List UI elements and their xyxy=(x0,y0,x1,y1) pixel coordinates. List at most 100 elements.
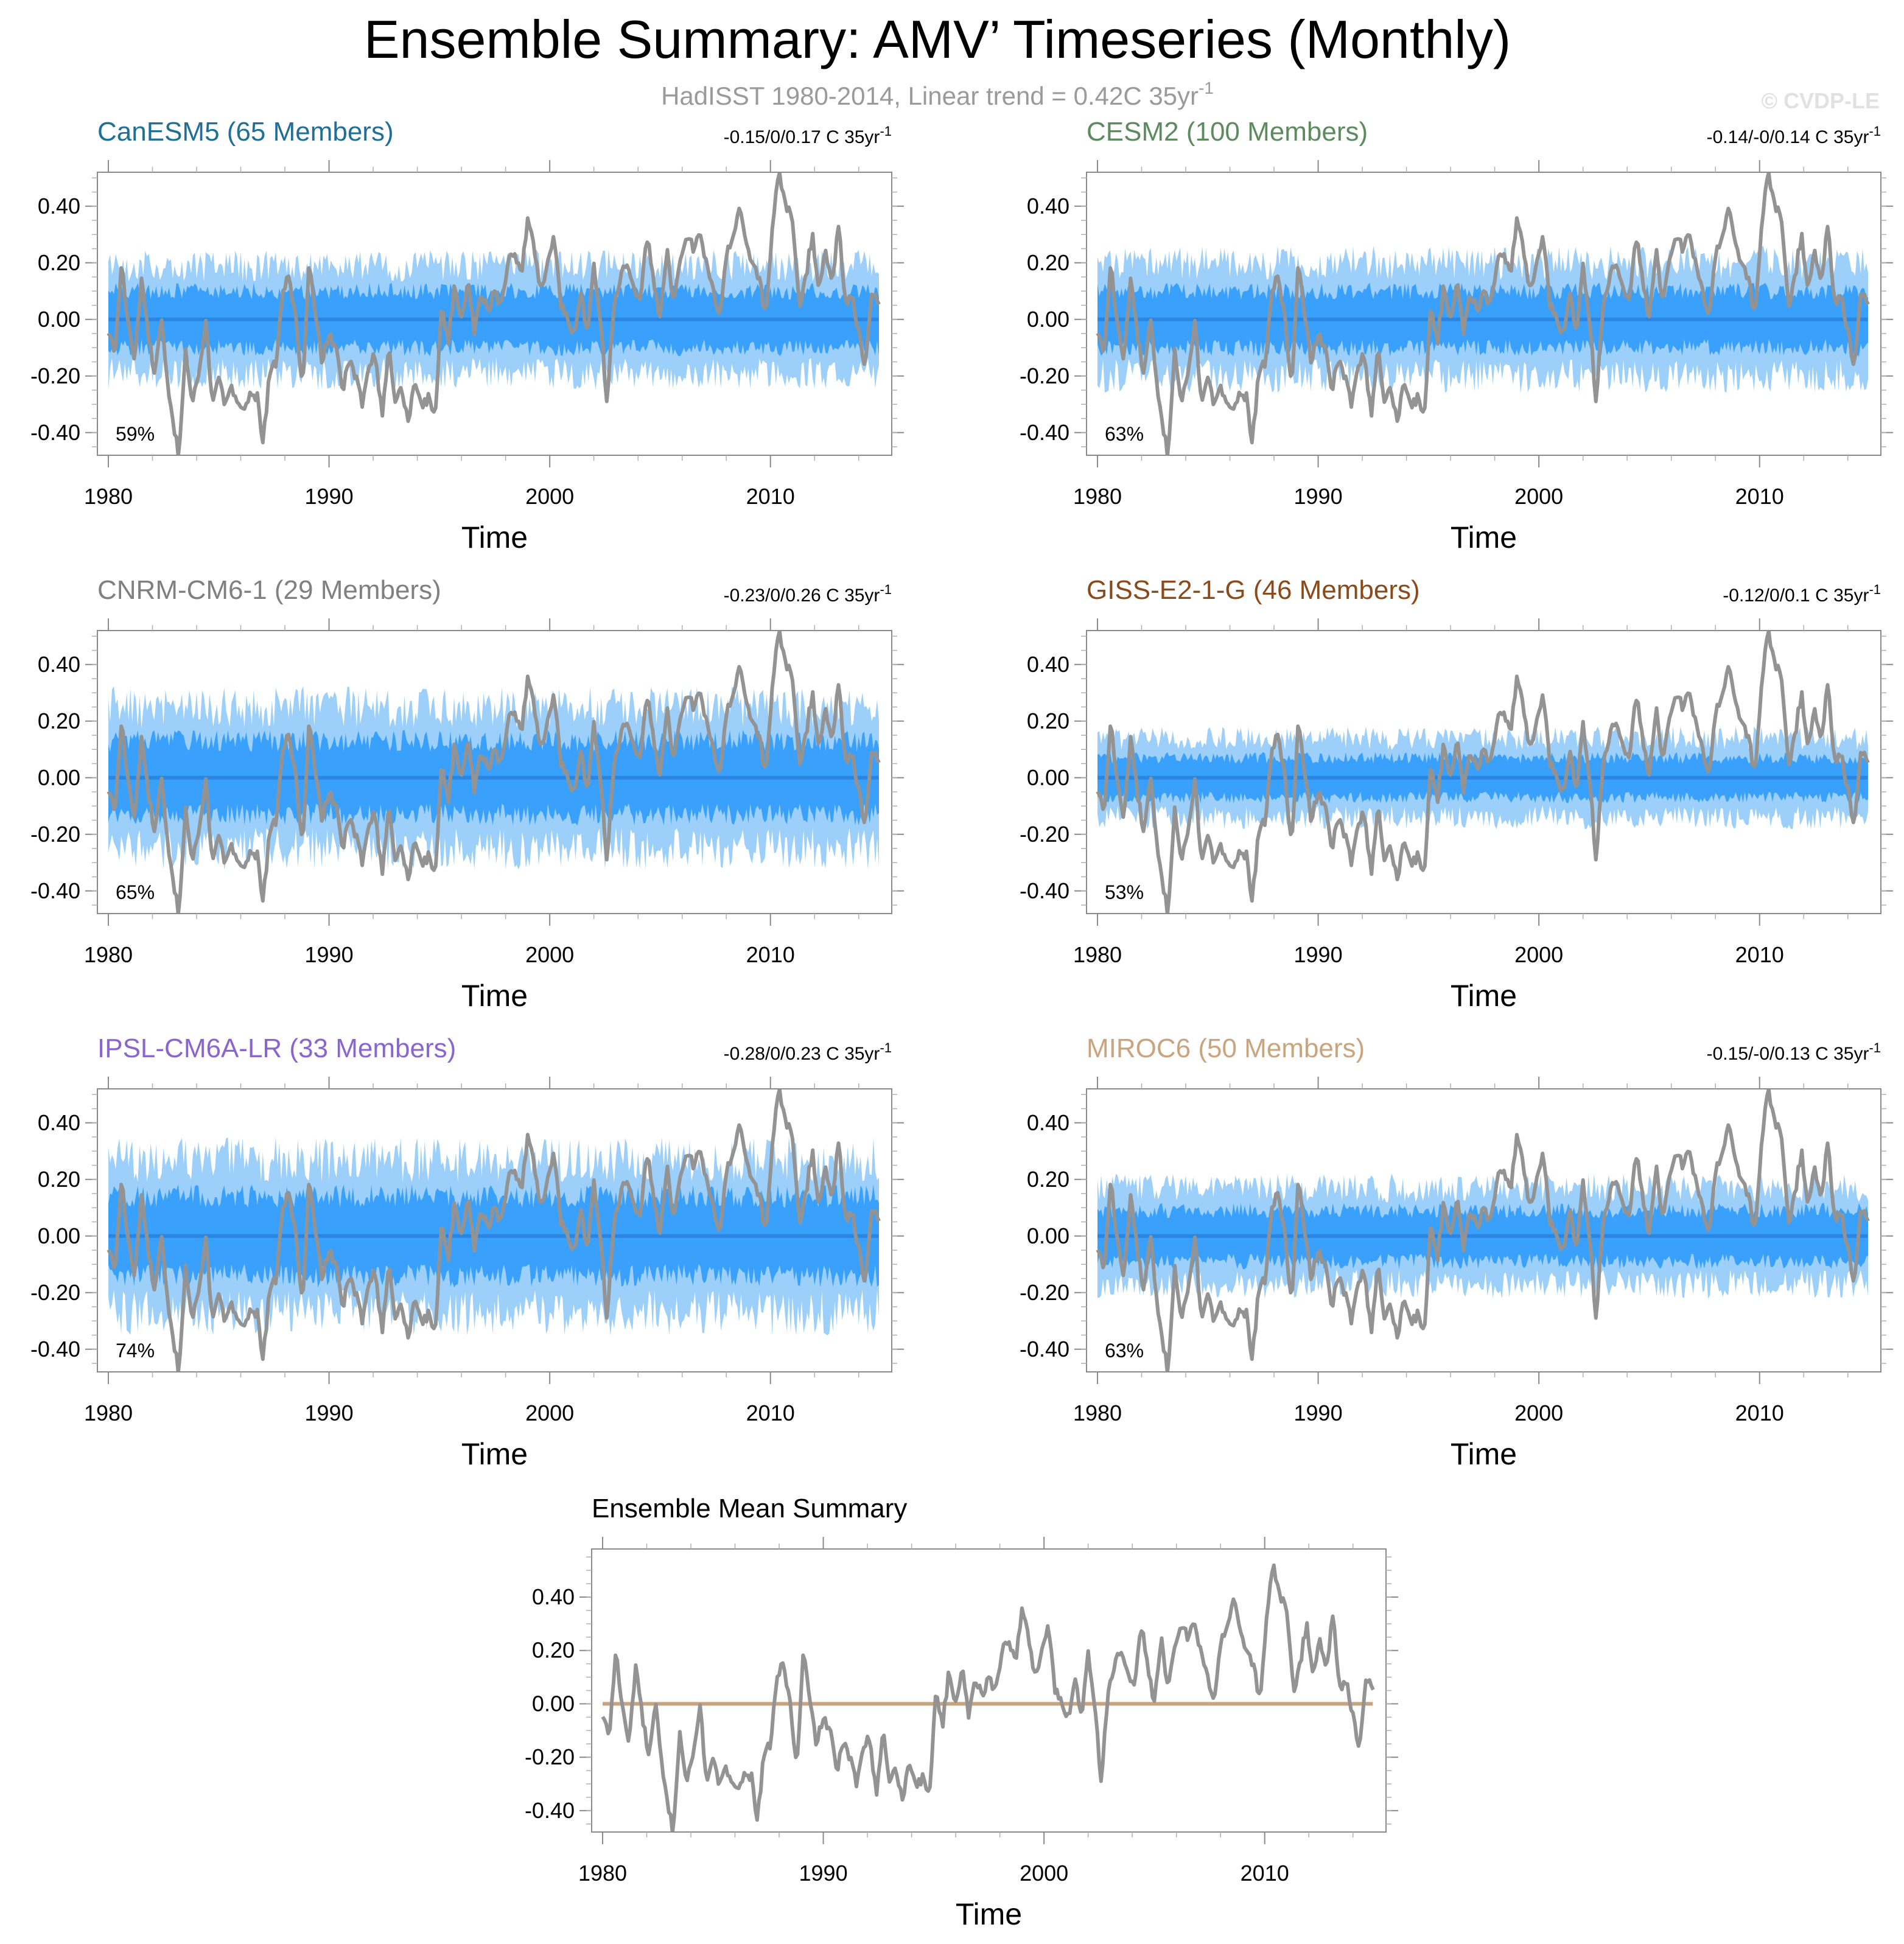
trend-superscript: -1 xyxy=(880,582,892,597)
x-tick-label: 2000 xyxy=(1514,1400,1563,1425)
y-tick-label: 0.20 xyxy=(38,250,80,275)
y-tick-label: -0.40 xyxy=(30,1337,80,1362)
y-tick-label: 0.20 xyxy=(1027,708,1069,733)
plot-frame xyxy=(1086,172,1881,456)
y-tick-label: -0.20 xyxy=(525,1744,575,1769)
percent-label: 65% xyxy=(116,881,155,903)
panel-title: IPSL-CM6A-LR (33 Members) xyxy=(97,1033,456,1063)
x-tick-label: 1990 xyxy=(305,1400,354,1425)
chart-panel-7: Ensemble Mean Summary 0.40 0.20 0.00 -0.20 -0… xyxy=(525,1494,1398,1931)
panel-title: Ensemble Mean Summary xyxy=(592,1494,907,1523)
x-tick-label: 1980 xyxy=(84,484,133,509)
x-tick-label: 1980 xyxy=(84,942,133,967)
trend-superscript: -1 xyxy=(880,1040,892,1055)
chart-panel-4: GISS-E2-1-G (46 Members) -0.12/0/0.1 C 35… xyxy=(1020,575,1893,1013)
percent-label: 74% xyxy=(116,1340,155,1362)
x-tick-label: 1980 xyxy=(578,1861,627,1886)
y-tick-label: -0.40 xyxy=(525,1798,575,1823)
trend-text: -0.23/0/0.26 C 35yr xyxy=(724,586,880,606)
x-axis-title: Time xyxy=(461,979,528,1013)
x-axis-title: Time xyxy=(1451,1437,1517,1471)
observed-line xyxy=(1096,631,1870,914)
x-tick-label: 2010 xyxy=(1241,1861,1289,1886)
plot-area xyxy=(601,1563,1375,1832)
x-tick-label: 1980 xyxy=(1073,942,1122,967)
percent-label: 63% xyxy=(1105,423,1144,445)
y-tick-label: -0.20 xyxy=(30,822,80,847)
credit-watermark: © CVDP-LE xyxy=(1761,88,1880,113)
observed-line xyxy=(1096,1089,1870,1372)
x-tick-label: 2000 xyxy=(1514,942,1563,967)
plot-frame xyxy=(591,1548,1387,1833)
x-axis-title: Time xyxy=(461,520,528,554)
x-tick-label: 1990 xyxy=(1294,942,1343,967)
panel-title: CESM2 (100 Members) xyxy=(1087,117,1368,147)
panel-title: CNRM-CM6-1 (29 Members) xyxy=(97,575,441,605)
trend-superscript: -1 xyxy=(1869,1040,1881,1055)
panel-title: CanESM5 (65 Members) xyxy=(97,117,394,147)
x-tick-label: 1980 xyxy=(1073,1400,1122,1425)
y-tick-label: 0.40 xyxy=(38,1110,80,1135)
y-tick-label: 0.00 xyxy=(38,1223,80,1248)
y-tick-label: 0.20 xyxy=(1027,1167,1069,1192)
panel-title: GISS-E2-1-G (46 Members) xyxy=(1087,575,1420,605)
trend-label: -0.15/0/0.17 C 35yr-1 xyxy=(724,124,892,147)
y-tick-label: -0.40 xyxy=(30,420,80,445)
x-tick-label: 2000 xyxy=(525,484,574,509)
y-tick-label: -0.20 xyxy=(1020,1280,1069,1305)
x-tick-label: 2010 xyxy=(1735,1400,1784,1425)
trend-label: -0.23/0/0.26 C 35yr-1 xyxy=(724,582,892,606)
y-tick-label: 0.40 xyxy=(1027,1110,1069,1135)
y-tick-label: 0.00 xyxy=(38,307,80,332)
observed-line xyxy=(1096,172,1870,455)
observed-line xyxy=(107,172,881,455)
y-tick-label: 0.20 xyxy=(532,1638,575,1663)
trend-superscript: -1 xyxy=(880,124,892,139)
percent-label: 63% xyxy=(1105,1340,1144,1362)
y-tick-label: 0.40 xyxy=(38,652,80,677)
y-tick-label: -0.40 xyxy=(1020,1337,1069,1362)
plot-area xyxy=(1096,1089,1870,1372)
x-tick-label: 2010 xyxy=(746,1400,795,1425)
observed-line xyxy=(601,1563,1375,1832)
plot-area xyxy=(107,172,881,455)
y-tick-label: -0.40 xyxy=(30,878,80,903)
x-tick-label: 1980 xyxy=(84,1400,133,1425)
plot-frame xyxy=(97,1088,892,1372)
x-axis-title: Time xyxy=(1451,979,1517,1013)
plot-frame xyxy=(97,172,892,456)
trend-label: -0.15/-0/0.13 C 35yr-1 xyxy=(1707,1040,1881,1064)
x-axis-title: Time xyxy=(956,1897,1022,1931)
y-tick-label: -0.40 xyxy=(1020,878,1069,903)
y-tick-label: 0.20 xyxy=(1027,250,1069,275)
chart-panel-2: CESM2 (100 Members) -0.14/-0/0.14 C 35yr-… xyxy=(1020,117,1893,554)
y-tick-label: 0.40 xyxy=(1027,194,1069,219)
x-tick-label: 1990 xyxy=(305,484,354,509)
percent-label: 53% xyxy=(1105,881,1144,903)
x-tick-label: 1990 xyxy=(1294,1400,1343,1425)
y-tick-label: 0.40 xyxy=(1027,652,1069,677)
x-axis-title: Time xyxy=(461,1437,528,1471)
plot-frame xyxy=(1086,1088,1881,1372)
y-tick-label: 0.00 xyxy=(1027,765,1069,790)
y-tick-label: 0.40 xyxy=(38,194,80,219)
observed-line xyxy=(107,1089,881,1372)
chart-panel-1: CanESM5 (65 Members) -0.15/0/0.17 C 35yr-… xyxy=(30,117,904,554)
x-tick-label: 2000 xyxy=(1020,1861,1068,1886)
trend-label: -0.28/0/0.23 C 35yr-1 xyxy=(724,1040,892,1064)
figure-subtitle: HadISST 1980-2014, Linear trend = 0.42C … xyxy=(661,79,1214,110)
y-tick-label: 0.00 xyxy=(38,765,80,790)
x-tick-label: 1990 xyxy=(799,1861,848,1886)
panels: CanESM5 (65 Members) -0.15/0/0.17 C 35yr-… xyxy=(30,117,1893,1931)
subtitle-text: HadISST 1980-2014, Linear trend = 0.42C … xyxy=(661,82,1199,110)
x-axis-title: Time xyxy=(1451,520,1517,554)
trend-superscript: -1 xyxy=(1869,582,1881,597)
y-tick-label: 0.00 xyxy=(532,1691,575,1716)
chart-panel-5: IPSL-CM6A-LR (33 Members) -0.28/0/0.23 C … xyxy=(30,1033,904,1471)
y-tick-label: 0.00 xyxy=(1027,307,1069,332)
trend-text: -0.14/-0/0.14 C 35yr xyxy=(1707,127,1869,147)
plot-area xyxy=(1096,631,1870,914)
chart-panel-6: MIROC6 (50 Members) -0.15/-0/0.13 C 35yr-… xyxy=(1020,1033,1893,1471)
plot-frame xyxy=(97,630,892,914)
